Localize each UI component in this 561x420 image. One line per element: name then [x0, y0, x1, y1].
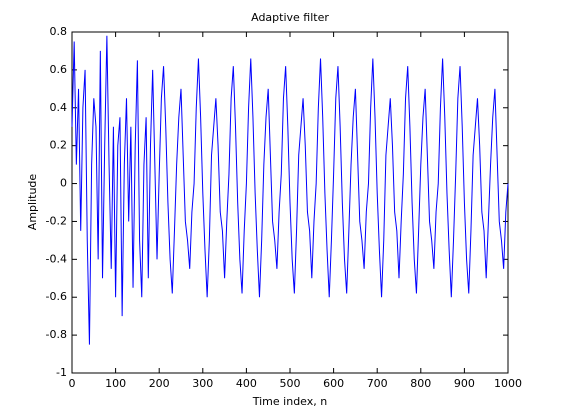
- y-tick-label: -0.8: [46, 328, 67, 341]
- chart-title: Adaptive filter: [251, 11, 329, 24]
- x-tick-label: 100: [105, 377, 126, 390]
- x-tick-label: 0: [69, 377, 76, 390]
- y-tick-label: 0.2: [50, 139, 68, 152]
- y-tick-label: 0.6: [50, 63, 68, 76]
- y-tick-label: -0.2: [46, 214, 67, 227]
- y-tick-label: 0: [60, 177, 67, 190]
- y-tick-label: 0.4: [50, 101, 68, 114]
- y-tick-label: -0.6: [46, 290, 67, 303]
- x-axis-label: Time index, n: [252, 395, 328, 408]
- y-axis-label: Amplitude: [26, 174, 39, 231]
- x-tick-label: 500: [280, 377, 301, 390]
- y-tick-label: 0.8: [50, 25, 68, 38]
- y-tick-label: -0.4: [46, 252, 67, 265]
- x-tick-label: 1000: [494, 377, 522, 390]
- x-tick-label: 400: [236, 377, 257, 390]
- y-tick-label: -1: [56, 366, 67, 379]
- data-line: [71, 35, 509, 345]
- x-tick-label: 700: [367, 377, 388, 390]
- x-tick-label: 300: [192, 377, 213, 390]
- x-tick-label: 600: [323, 377, 344, 390]
- x-tick-label: 900: [454, 377, 475, 390]
- x-tick-label: 200: [149, 377, 170, 390]
- x-tick-label: 800: [410, 377, 431, 390]
